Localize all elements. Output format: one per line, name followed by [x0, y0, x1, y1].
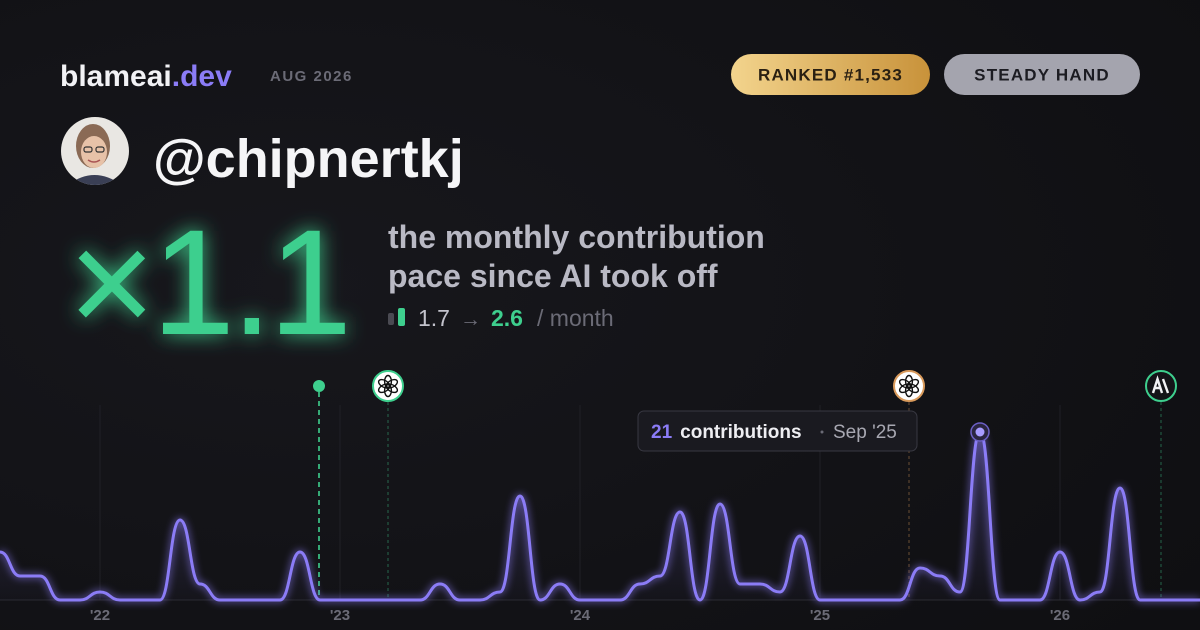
openai-logo	[898, 378, 912, 389]
rank-badge-text: RANKED #1,533	[758, 66, 903, 85]
chart: '22 '23 '24 '25 '26 21 contributions Sep '25	[0, 370, 1200, 624]
tooltip-value: 21	[651, 422, 673, 443]
pace-before: 1.7	[418, 305, 450, 331]
x-tick-label: '25	[810, 607, 830, 624]
anthropic-logo	[1151, 375, 1170, 394]
highlight-point	[975, 427, 985, 437]
pace-arrow: →	[460, 308, 481, 331]
avatar	[61, 117, 129, 185]
area-fill	[0, 432, 1200, 600]
event-icon	[893, 370, 925, 402]
event-marker	[313, 380, 325, 600]
tooltip-box	[637, 410, 918, 452]
event-marker	[372, 370, 404, 600]
openai-logo	[377, 378, 391, 389]
event-dot	[313, 380, 325, 392]
tooltip-text: 21 contributions	[651, 422, 802, 443]
tooltip-label: contributions	[680, 422, 801, 443]
user-handle: @chipnertkj	[153, 129, 464, 189]
multiplier: ×1.1	[68, 198, 348, 366]
tooltip-date: Sep '25	[833, 422, 897, 443]
pace-icon	[398, 308, 405, 326]
event-marker	[1145, 370, 1177, 600]
rank-badge	[731, 54, 930, 95]
x-tick-label: '22	[90, 607, 110, 624]
pace-unit: / month	[537, 305, 614, 331]
x-tick-label: '23	[330, 607, 350, 624]
tooltip: 21 contributions Sep '25	[637, 410, 918, 452]
event-icon	[372, 370, 404, 402]
brand: blameai.dev	[60, 60, 232, 93]
tooltip-separator	[820, 430, 824, 434]
pace-icon	[388, 313, 394, 325]
headline-line: pace since AI took off	[388, 258, 718, 294]
x-tick-label: '24	[570, 607, 591, 624]
headline-line: the monthly contribution	[388, 219, 765, 255]
style-badge	[944, 54, 1140, 95]
brand-name: blameai	[60, 60, 172, 93]
x-tick-label: '26	[1050, 607, 1070, 624]
style-badge-text: STEADY HAND	[974, 66, 1110, 85]
brand-tld: .dev	[172, 60, 232, 93]
line	[0, 430, 1200, 602]
brand-date: AUG 2026	[270, 68, 353, 85]
pace-after: 2.6	[491, 305, 523, 331]
